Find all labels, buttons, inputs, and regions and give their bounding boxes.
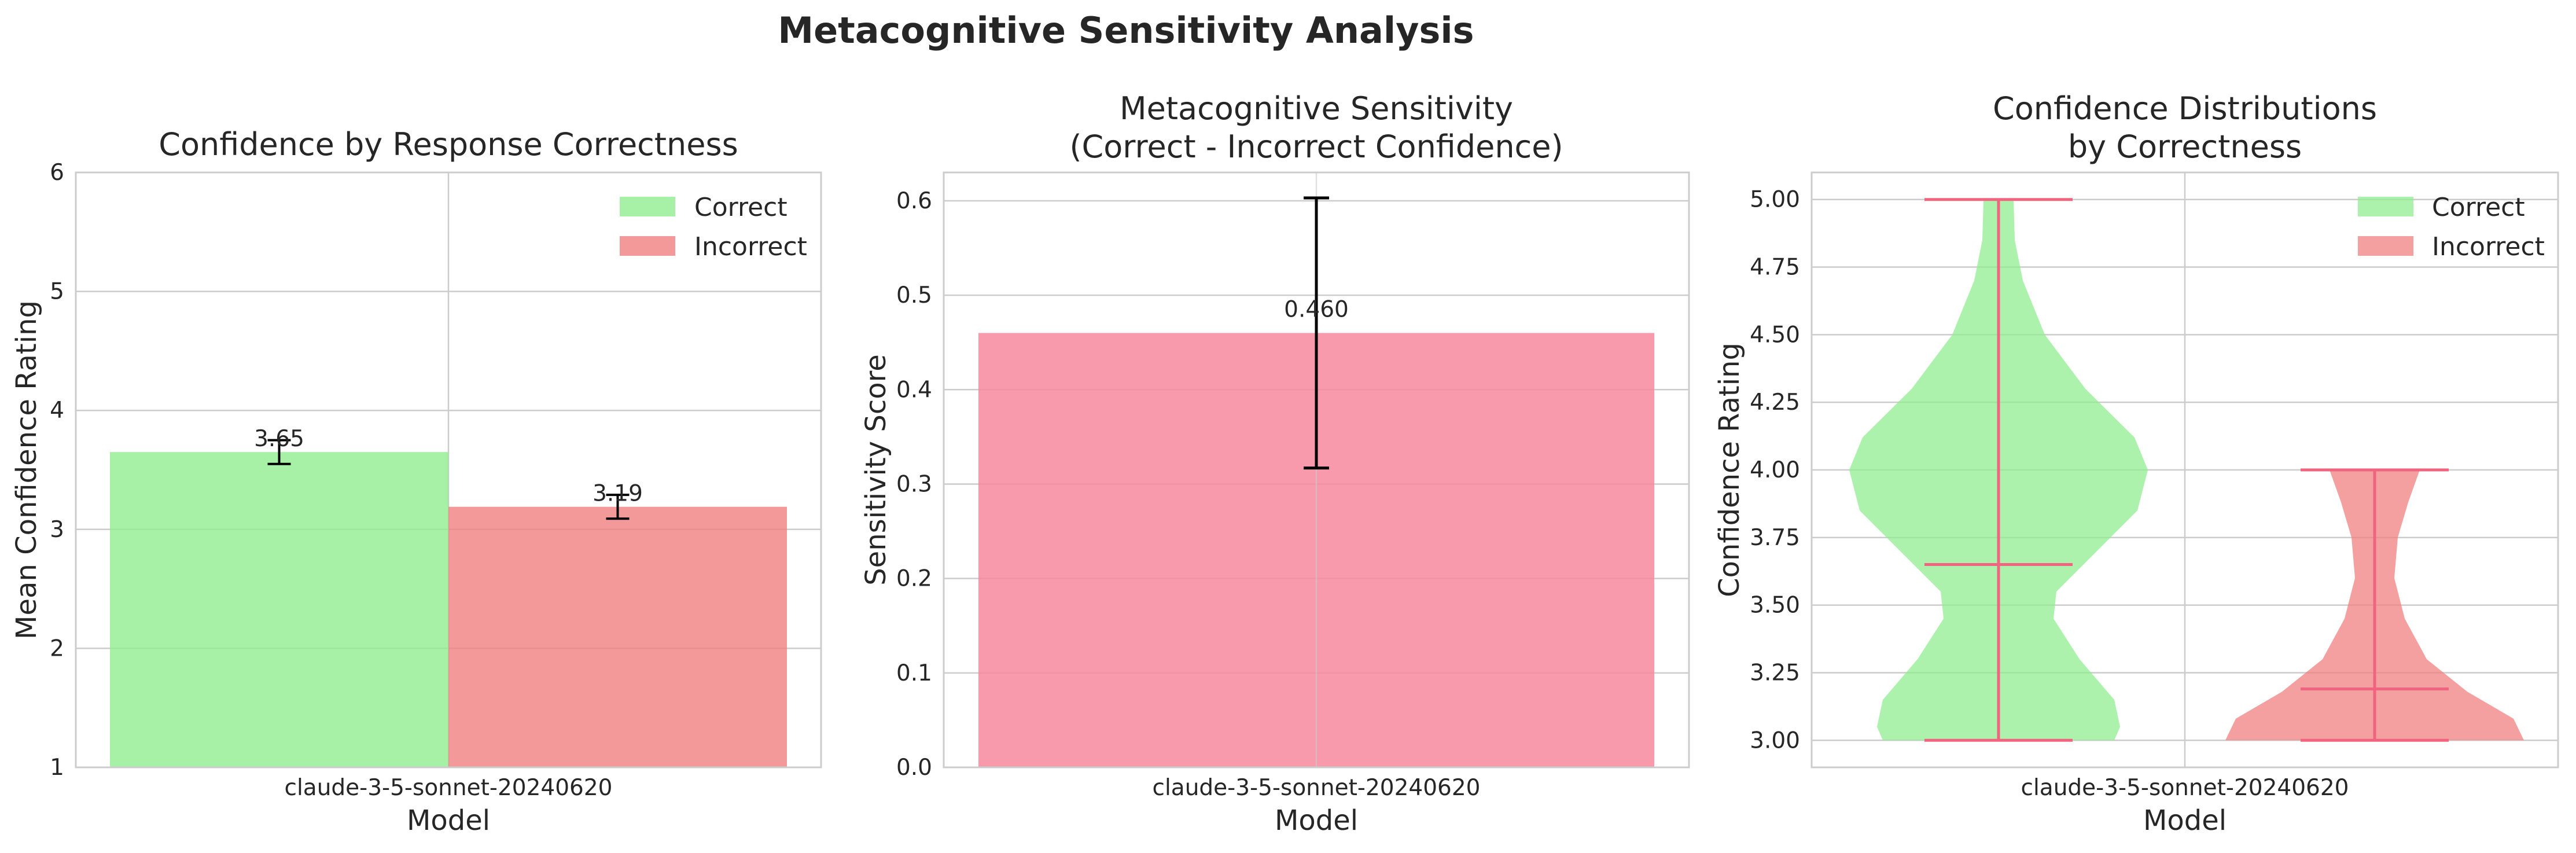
p3-legend-label-incorrect: Incorrect — [2432, 232, 2545, 262]
p1-x-tick-label: claude-3-5-sonnet-20240620 — [285, 775, 613, 801]
p1-bars: 3.65 3.19 — [110, 426, 787, 767]
p3-y-axis-label: Confidence Rating — [1713, 343, 1746, 597]
p2-y-tick-label: 0.2 — [896, 566, 932, 592]
p2-y-tick-label: 0.3 — [896, 471, 932, 497]
p1-y-tick-label: 1 — [50, 755, 64, 781]
p3-y-tick-label: 3.75 — [1750, 525, 1800, 551]
p1-y-tick-label: 3 — [50, 517, 64, 543]
panel-confidence-distributions: 3.00 3.25 3.50 3.75 4.00 4.25 4.50 4.75 5.00 cla… — [1713, 90, 2559, 837]
p1-x-axis-label: Model — [407, 804, 490, 837]
p3-y-tick-label: 3.00 — [1750, 727, 1800, 753]
p1-y-tick-label: 4 — [50, 398, 64, 424]
p2-bars: 0.460 — [944, 172, 1689, 769]
panel-confidence-by-correctness: 3.65 3.19 1 2 3 4 5 6 claude-3-5-sonnet-202406… — [10, 126, 822, 837]
p3-y-ticks: 3.00 3.25 3.50 3.75 4.00 4.25 4.50 4.75 5.00 — [1750, 187, 1800, 754]
p3-title-line-2: by Correctness — [2068, 128, 2302, 165]
p2-data-label: 0.460 — [1284, 296, 1349, 322]
p1-bar-correct — [110, 452, 448, 767]
p2-x-axis-label: Model — [1275, 804, 1358, 837]
p2-y-axis-label: Sensitivity Score — [860, 354, 892, 586]
p2-y-tick-label: 0.4 — [896, 377, 932, 403]
p2-y-tick-label: 0.0 — [896, 755, 932, 781]
p1-data-label-incorrect: 3.19 — [593, 481, 643, 507]
p2-y-ticks: 0.0 0.1 0.2 0.3 0.4 0.5 0.6 — [896, 188, 932, 781]
p2-y-tick-label: 0.5 — [896, 282, 932, 308]
p3-legend: Correct Incorrect — [2358, 193, 2545, 262]
p1-legend-swatch-incorrect — [620, 236, 675, 256]
p1-legend-label-incorrect: Incorrect — [694, 232, 807, 262]
p2-title-line-2: (Correct - Incorrect Confidence) — [1069, 128, 1563, 165]
p1-bar-incorrect — [448, 506, 787, 767]
p3-y-tick-label: 4.50 — [1750, 322, 1800, 348]
p1-legend: Correct Incorrect — [620, 193, 807, 262]
p2-y-tick-label: 0.6 — [896, 188, 932, 214]
p1-y-axis-label: Mean Confidence Rating — [10, 300, 43, 639]
p1-legend-swatch-correct — [620, 197, 675, 216]
p3-y-tick-label: 4.00 — [1750, 457, 1800, 483]
p1-y-tick-label: 6 — [50, 160, 64, 186]
p3-y-tick-label: 5.00 — [1750, 187, 1800, 213]
p1-title: Confidence by Response Correctness — [159, 126, 738, 163]
p1-legend-label-correct: Correct — [694, 193, 787, 222]
p3-y-tick-label: 4.25 — [1750, 389, 1800, 416]
p1-y-tick-label: 2 — [50, 635, 64, 661]
p3-violins — [1849, 198, 2524, 742]
p3-y-tick-label: 4.75 — [1750, 255, 1800, 281]
p3-legend-swatch-correct — [2358, 197, 2413, 216]
p2-y-tick-label: 0.1 — [896, 660, 932, 686]
p1-y-tick-label: 5 — [50, 279, 64, 305]
p2-title-line-1: Metacognitive Sensitivity — [1120, 90, 1513, 127]
p1-data-label-correct: 3.65 — [254, 426, 304, 452]
p3-x-axis-label: Model — [2143, 804, 2227, 837]
p3-y-tick-label: 3.25 — [1750, 660, 1800, 686]
p3-title-line-1: Confidence Distributions — [1993, 90, 2377, 127]
p3-axes-frame — [1810, 171, 2559, 769]
p2-axes-frame — [943, 171, 1690, 769]
p3-legend-swatch-incorrect — [2358, 236, 2413, 256]
p2-x-tick-label: claude-3-5-sonnet-20240620 — [1153, 775, 1481, 801]
p3-x-tick-label: claude-3-5-sonnet-20240620 — [2021, 775, 2349, 801]
panel-metacognitive-sensitivity: 0.460 0.0 0.1 0.2 0.3 0.4 0.5 0.6 claude-3-5-s… — [860, 90, 1690, 837]
p3-y-tick-label: 3.50 — [1750, 593, 1800, 619]
p1-y-ticks: 1 2 3 4 5 6 — [50, 160, 64, 781]
figure-title: Metacognitive Sensitivity Analysis — [778, 9, 1474, 52]
p1-axes-frame — [75, 171, 822, 769]
p3-legend-label-correct: Correct — [2432, 193, 2525, 222]
